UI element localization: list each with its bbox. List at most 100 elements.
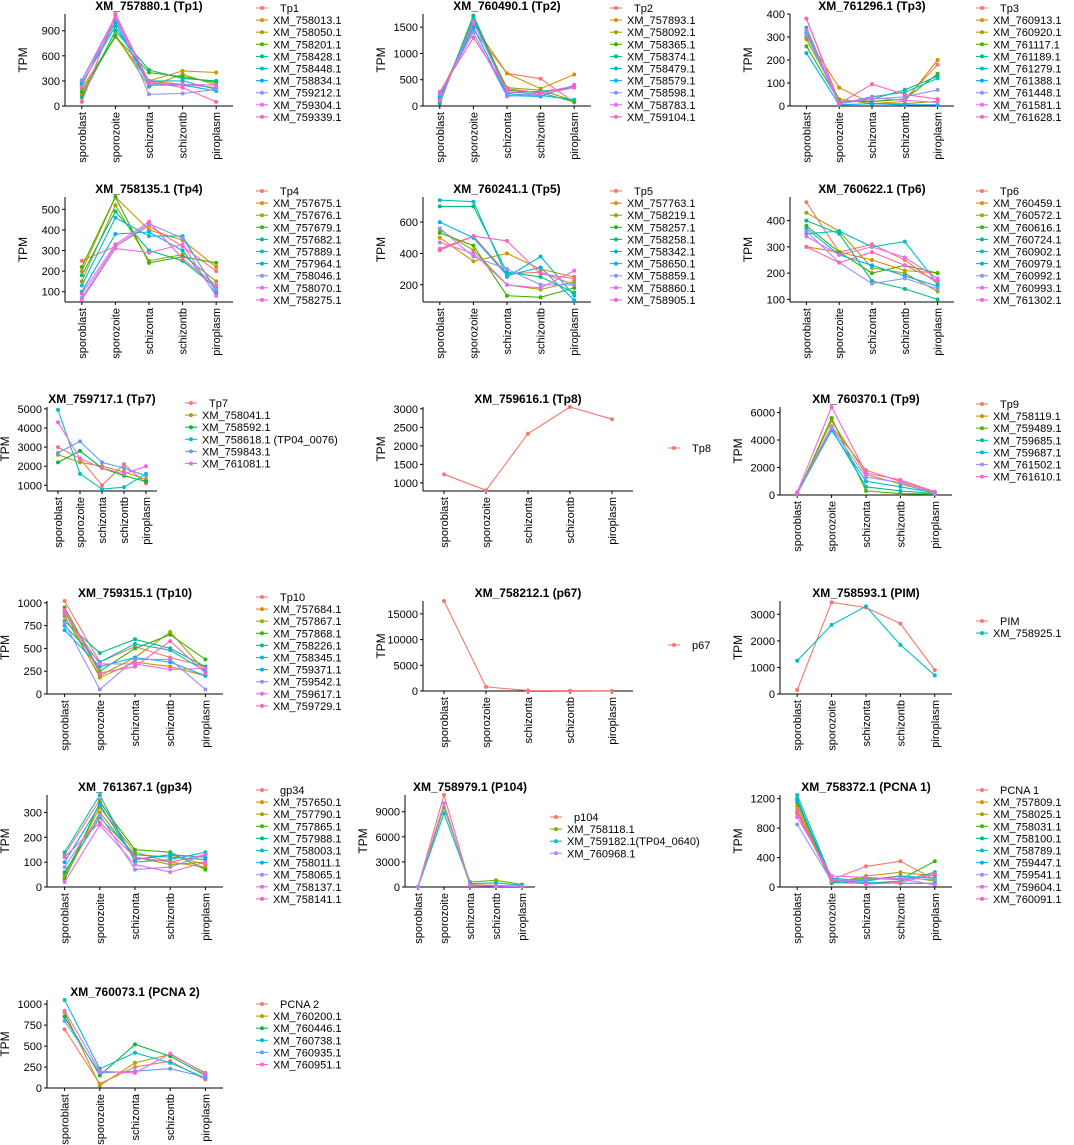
data-point [804,51,809,56]
legend-entry: XM_759687.1 [993,447,1062,459]
x-tick-label: schizonta [861,500,873,547]
legend-swatch-point [980,872,984,877]
legend-entry: XM_758374.1 [627,51,696,63]
data-point [829,873,834,878]
data-point [538,285,543,290]
data-point [147,219,151,224]
x-tick-label: sporoblast [439,497,451,548]
data-point [180,256,185,261]
data-point [520,884,524,889]
legend-swatch-point [614,297,618,302]
series-line [796,426,935,495]
y-tick-label: 1000 [18,480,42,492]
data-point [133,657,137,662]
data-point [147,79,151,84]
legend-entry: XM_760738.1 [273,1035,342,1047]
legend-swatch-point [672,643,676,647]
y-tick-label: 0 [36,882,42,894]
chart-title: XM_758979.1 (P104) [413,780,527,794]
legend-entry: XM_761448.1 [993,88,1062,100]
data-point [79,78,84,83]
legend-entry: XM_759542.1 [273,677,342,689]
data-point [538,90,543,95]
data-point [804,210,809,215]
data-point [147,260,151,265]
y-axis-label: TPM [0,436,12,461]
legend-swatch-point [260,213,264,218]
legend-swatch-point [980,66,984,71]
data-point [538,295,543,300]
chart-title: XM_760241.1 (Tp5) [453,182,560,196]
data-point [505,273,509,278]
y-axis-label: TPM [0,1031,12,1056]
legend-swatch-point [260,1038,264,1043]
y-tick-label: 0 [769,882,775,894]
y-tick-label: 0 [36,689,42,701]
legend-entry: Tp9 [1000,399,1019,411]
data-point [79,84,84,89]
data-point [79,99,84,104]
y-axis-label: TPM [741,47,755,72]
data-point [100,487,104,492]
y-tick-label: 6000 [376,832,400,844]
legend-swatch-point [260,273,264,278]
x-tick-label: sporoblast [53,497,65,548]
legend-swatch-point [980,237,984,242]
data-point [505,94,509,99]
series-line [806,230,939,284]
y-tick-label: 100 [42,287,60,299]
legend-entry: XM_760724.1 [993,234,1062,246]
y-tick-label: 100 [767,294,785,306]
data-point [113,203,118,208]
data-point [97,793,102,797]
legend-entry: Tp10 [280,592,305,604]
legend-swatch-point [189,413,193,418]
legend-entry: XM_758201.1 [273,39,342,51]
y-tick-label: 2000 [18,461,42,473]
legend-entry: XM_757868.1 [273,628,342,640]
legend-entry: XM_759339.1 [273,112,342,124]
x-tick-label: schizontb [178,112,190,158]
series-line [81,18,217,89]
x-tick-label: schizontb [536,308,548,354]
legend-entry: XM_758834.1 [273,76,342,88]
data-point [437,240,442,245]
legend-entry: XM_760902.1 [993,247,1062,259]
y-tick-label: 200 [24,832,42,844]
y-tick-label: 2000 [394,441,418,453]
legend-swatch-point [614,78,618,83]
data-point [62,1014,67,1019]
y-tick-label: 1500 [394,22,418,34]
data-point [79,89,84,94]
legend-entry: XM_761388.1 [993,76,1062,88]
data-point [113,215,118,220]
data-point [437,226,442,231]
data-point [203,1071,208,1076]
legend-entry: XM_758428.1 [273,51,342,63]
legend-swatch-point [980,261,984,266]
series-line [443,406,613,491]
data-point [902,102,907,107]
chart-title: XM_759717.1 (Tp7) [48,392,155,406]
legend-swatch-point [260,703,264,708]
y-tick-label: 1000 [394,478,418,490]
y-tick-label: 0 [412,101,418,113]
legend-swatch-point [260,643,264,648]
x-tick-label: piroplasm [200,1094,212,1142]
x-tick-label: sporoblast [435,112,447,163]
legend-entry: XM_758137.1 [273,882,342,894]
chart-title: XM_758372.1 (PCNA 1) [801,780,931,794]
data-point [62,608,67,613]
x-tick-label: schizonta [144,111,156,158]
data-point [62,860,67,865]
x-tick-label: sporozoite [481,497,493,548]
legend-entry: XM_758618.1 (TP04_0076) [202,434,338,446]
data-point [484,684,488,689]
legend-entry: XM_761279.1 [993,64,1062,76]
legend-swatch-point [260,812,264,817]
data-point [78,439,82,444]
data-point [56,445,60,450]
data-point [62,620,67,625]
data-point [180,68,185,73]
x-tick-label: sporoblast [792,501,804,552]
